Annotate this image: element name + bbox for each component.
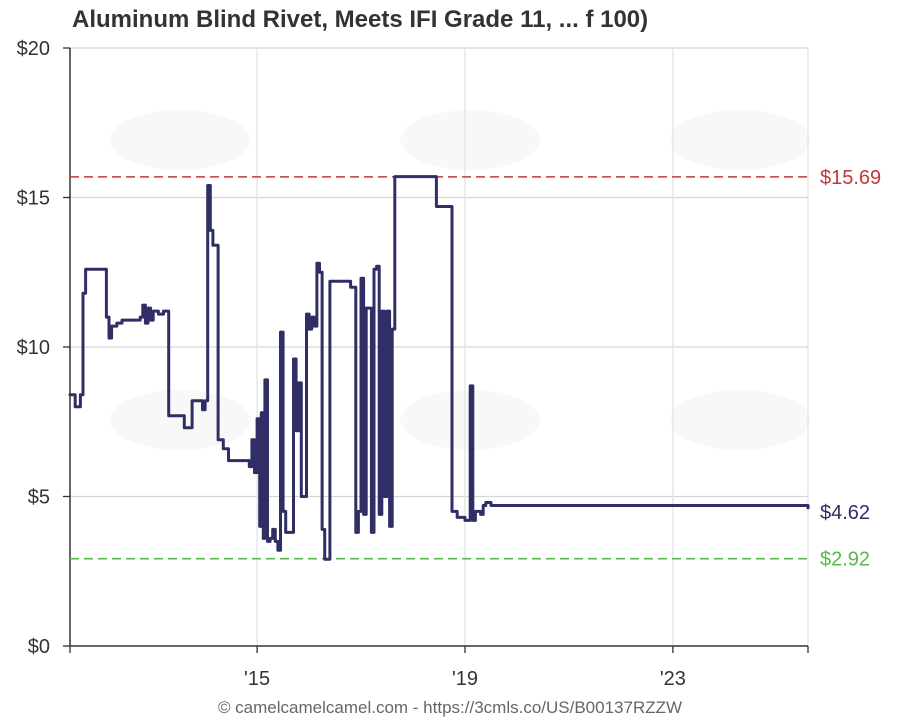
reference-lines (70, 176, 808, 560)
y-tick-label: $0 (28, 636, 50, 658)
y-tick-label: $5 (28, 487, 50, 509)
y-tick-label: $15 (17, 188, 50, 210)
right-labels: $15.69 $2.92 $4.62 (820, 167, 881, 571)
axes (63, 47, 809, 653)
highest-price-label: $15.69 (820, 167, 881, 189)
x-tick-label: '15 (244, 668, 270, 690)
footer-credit: © camelcamelcamel.com - https://3cmls.co… (218, 698, 682, 717)
chart-title: Aluminum Blind Rivet, Meets IFI Grade 11… (72, 6, 648, 33)
price-series (68, 175, 810, 561)
x-tick-label: '23 (660, 668, 686, 690)
y-axis-ticks: $0 $5 $10 $15 $20 (17, 38, 50, 658)
y-tick-label: $20 (17, 38, 50, 60)
watermark (110, 110, 810, 450)
current-price-label: $4.62 (820, 502, 870, 524)
grid-lines (70, 47, 809, 646)
x-tick-label: '19 (452, 668, 478, 690)
y-tick-label: $10 (17, 337, 50, 359)
x-axis-ticks: '15 '19 '23 (244, 668, 686, 690)
price-line (68, 175, 810, 561)
lowest-price-label: $2.92 (820, 549, 870, 571)
